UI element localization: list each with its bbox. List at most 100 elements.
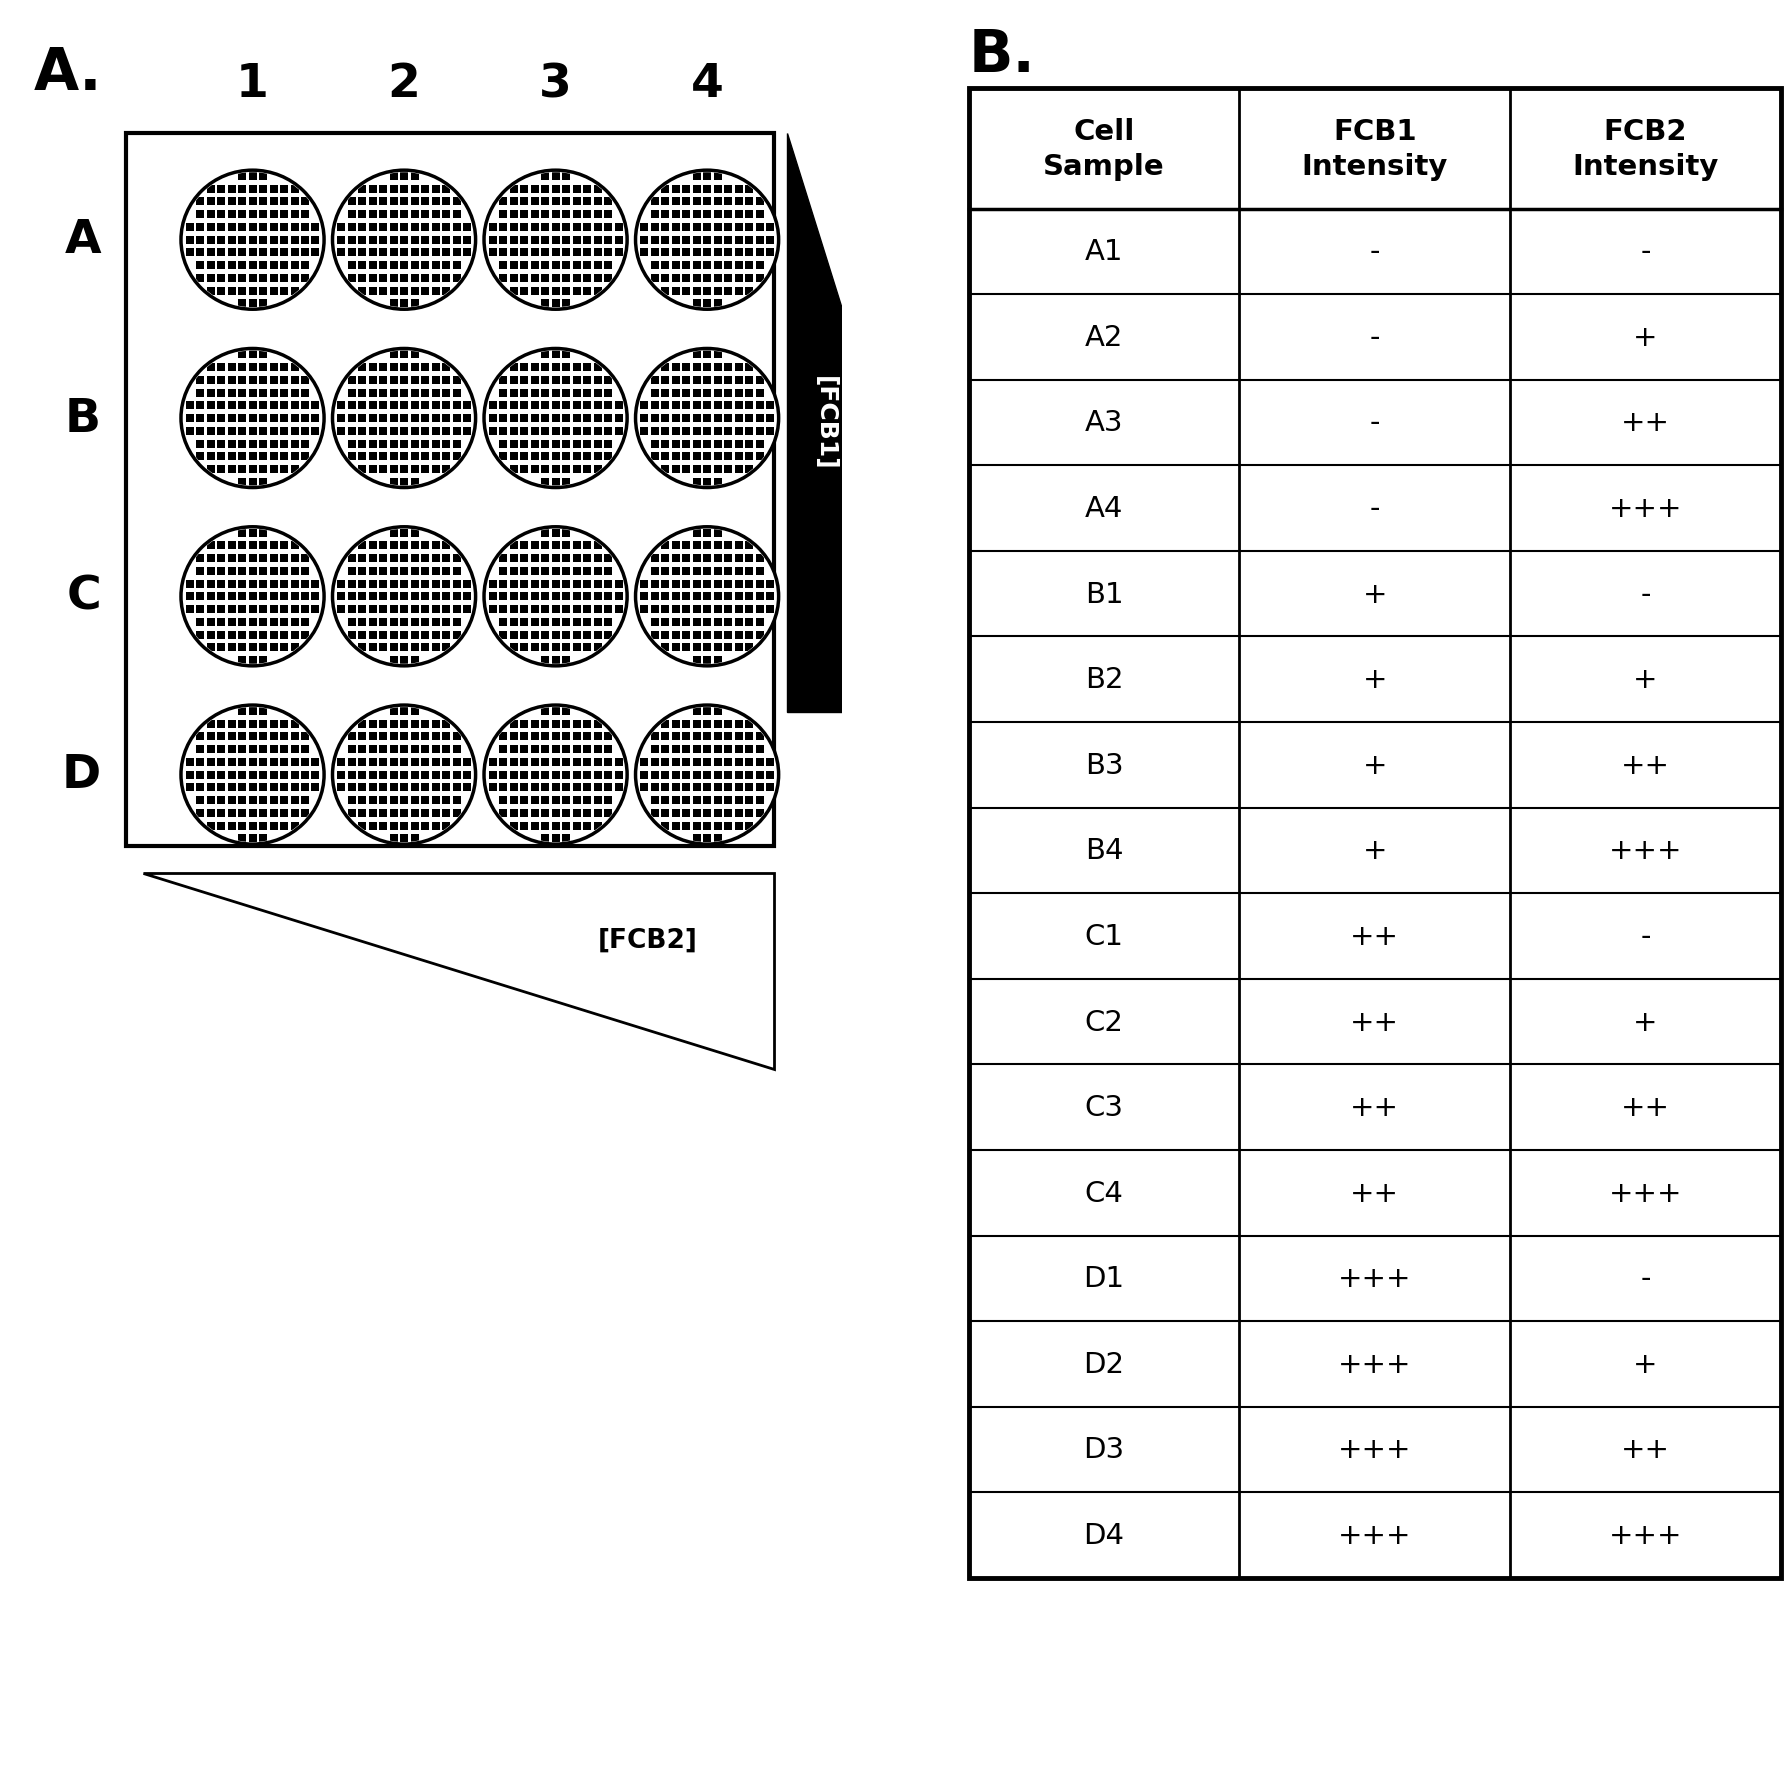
Point	[249, 558, 278, 586]
Point	[500, 723, 528, 752]
Point	[672, 251, 700, 280]
Point	[390, 469, 419, 497]
Point	[593, 189, 621, 217]
Point	[693, 786, 722, 814]
Point	[399, 620, 428, 649]
Point	[358, 251, 387, 280]
Point	[693, 392, 722, 421]
Point	[661, 251, 690, 280]
Point	[206, 595, 235, 624]
Point	[573, 201, 602, 230]
Point	[347, 353, 376, 381]
Point	[347, 405, 376, 433]
Point	[399, 736, 428, 764]
Point	[369, 634, 398, 663]
Point	[399, 531, 428, 560]
Point	[604, 214, 632, 242]
Point	[682, 825, 711, 854]
Point	[519, 417, 548, 446]
Point	[410, 392, 439, 421]
Point	[562, 634, 591, 663]
Point	[410, 570, 439, 599]
Point	[399, 239, 428, 267]
Point	[358, 367, 387, 396]
Point	[238, 214, 267, 242]
Point	[432, 392, 460, 421]
Point	[432, 773, 460, 802]
Text: FCB1
Intensity: FCB1 Intensity	[1302, 118, 1447, 180]
Point	[290, 239, 319, 267]
Point	[724, 570, 752, 599]
Point	[541, 251, 570, 280]
Point	[541, 608, 570, 636]
Point	[358, 264, 387, 292]
Point	[206, 813, 235, 841]
Point	[510, 709, 539, 738]
Point	[279, 175, 308, 203]
Point	[478, 583, 507, 611]
Point	[530, 353, 559, 381]
Point	[661, 456, 690, 485]
Point	[704, 175, 733, 203]
Point	[745, 570, 774, 599]
Point	[290, 558, 319, 586]
Point	[715, 264, 743, 292]
Point	[410, 429, 439, 458]
Point	[715, 773, 743, 802]
Point	[260, 736, 288, 764]
Point	[238, 531, 267, 560]
Point	[500, 239, 528, 267]
Point	[510, 786, 539, 814]
Point	[715, 442, 743, 470]
Point	[724, 175, 752, 203]
Text: ++: ++	[1350, 1094, 1399, 1121]
Point	[541, 290, 570, 319]
Point	[661, 531, 690, 560]
Point	[421, 442, 450, 470]
Point	[672, 813, 700, 841]
Point	[206, 442, 235, 470]
Point	[380, 634, 408, 663]
Point	[519, 278, 548, 307]
Point	[337, 367, 365, 396]
Point	[380, 761, 408, 789]
Point	[249, 697, 278, 725]
Point	[290, 620, 319, 649]
Point	[369, 380, 398, 408]
Point	[541, 264, 570, 292]
Point	[186, 723, 215, 752]
Point	[347, 442, 376, 470]
Point	[358, 429, 387, 458]
Point	[390, 545, 419, 574]
Point	[410, 634, 439, 663]
Point	[238, 162, 267, 191]
Point	[672, 264, 700, 292]
Point	[641, 214, 670, 242]
Point	[745, 723, 774, 752]
Point	[584, 189, 613, 217]
Point	[650, 417, 679, 446]
Point	[217, 417, 245, 446]
Point	[478, 226, 507, 255]
Point	[704, 264, 733, 292]
Point	[650, 545, 679, 574]
Point	[217, 456, 245, 485]
Point	[432, 353, 460, 381]
Point	[593, 392, 621, 421]
Point	[478, 761, 507, 789]
Point	[390, 264, 419, 292]
Point	[552, 620, 580, 649]
Point	[724, 723, 752, 752]
Point	[390, 620, 419, 649]
Point	[238, 189, 267, 217]
Point	[270, 798, 299, 827]
Point	[421, 380, 450, 408]
Point	[410, 736, 439, 764]
Point	[432, 405, 460, 433]
Point	[186, 392, 215, 421]
Point	[693, 798, 722, 827]
Point	[641, 442, 670, 470]
Point	[206, 736, 235, 764]
Point	[489, 442, 518, 470]
Point	[734, 189, 763, 217]
